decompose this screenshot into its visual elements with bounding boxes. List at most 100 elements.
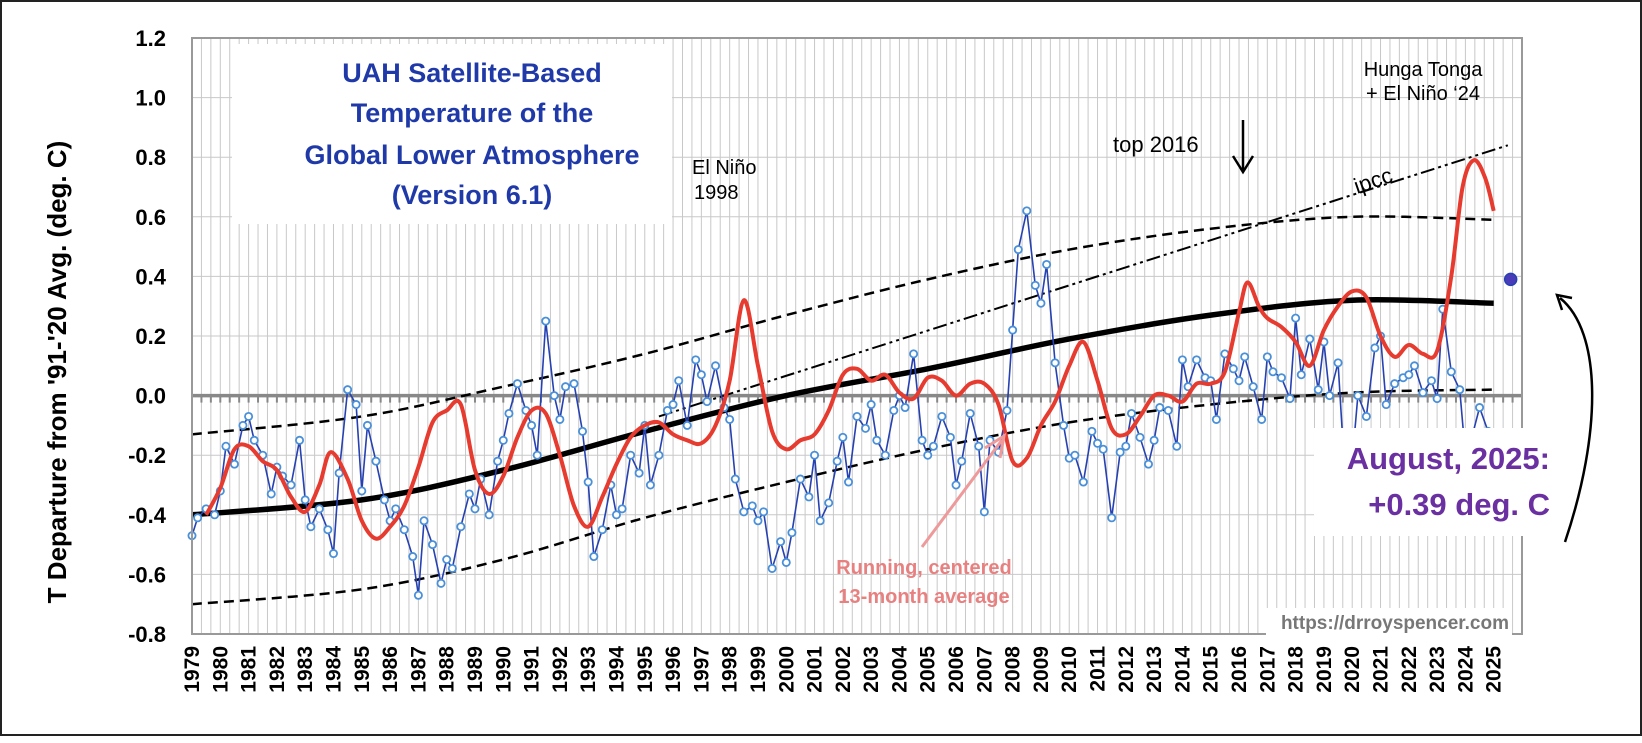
data-point xyxy=(300,495,310,505)
x-tick-label: 2002 xyxy=(832,646,855,693)
x-tick-label: 2003 xyxy=(860,646,883,693)
data-point xyxy=(484,510,494,520)
ipcc-label: ipcc xyxy=(1350,162,1395,198)
data-point xyxy=(399,525,409,535)
x-tick-label: 2009 xyxy=(1030,646,1053,693)
plot-area-frame xyxy=(191,37,1523,635)
data-point xyxy=(711,361,721,371)
data-point xyxy=(795,474,805,484)
data-point xyxy=(1008,325,1018,335)
y-tick-label: -0.2 xyxy=(128,443,166,468)
trend-curve-ipcc xyxy=(658,144,1509,418)
data-point xyxy=(965,408,975,418)
data-point xyxy=(1059,420,1069,430)
data-point xyxy=(541,316,551,326)
data-point xyxy=(379,495,389,505)
x-tick-label: 1987 xyxy=(407,646,430,693)
data-point xyxy=(1211,414,1221,424)
y-tick-label: -0.4 xyxy=(128,503,167,528)
data-point xyxy=(1002,405,1012,415)
el-nino-1998-label-2: 1998 xyxy=(694,182,739,204)
x-tick-label: 1981 xyxy=(238,646,261,693)
data-point xyxy=(776,537,786,547)
running-average-pointer xyxy=(920,432,1007,548)
data-point xyxy=(1432,394,1442,404)
x-tick-label: 2005 xyxy=(917,646,940,693)
title-line-3: Global Lower Atmosphere xyxy=(304,140,639,170)
data-point xyxy=(739,507,749,517)
data-point xyxy=(725,414,735,424)
top-2016-arrow xyxy=(1231,120,1255,175)
x-tick-label: 2022 xyxy=(1398,646,1421,693)
y-tick-label: 0.8 xyxy=(135,145,166,170)
data-point xyxy=(928,441,938,451)
running-average-label-1: Running, centered xyxy=(836,557,1012,579)
trend-curve-fit xyxy=(191,296,1494,518)
data-point xyxy=(527,420,537,430)
credit-url: https://drroyspencer.com xyxy=(1281,613,1509,634)
data-point xyxy=(702,397,712,407)
data-point xyxy=(824,498,834,508)
data-point xyxy=(832,456,842,466)
data-point xyxy=(555,414,565,424)
data-point xyxy=(662,405,672,415)
data-point xyxy=(1093,438,1103,448)
x-tick-label: 2021 xyxy=(1370,646,1393,693)
x-tick-label: 2010 xyxy=(1058,646,1081,693)
x-tick-label: 2025 xyxy=(1483,646,1506,693)
y-tick-label: 1.0 xyxy=(135,86,166,111)
data-point xyxy=(1022,206,1032,216)
latest-data-point xyxy=(1503,272,1518,287)
data-point xyxy=(532,450,542,460)
x-tick-label: 1999 xyxy=(747,646,770,693)
x-tick-label: 2011 xyxy=(1087,646,1110,692)
data-point xyxy=(1050,358,1060,368)
data-point xyxy=(866,400,876,410)
data-point xyxy=(1455,385,1465,395)
x-tick-label: 2008 xyxy=(1002,646,1025,693)
data-point xyxy=(1291,313,1301,323)
data-point xyxy=(872,435,882,445)
data-point xyxy=(1475,403,1485,413)
x-tick-label: 1989 xyxy=(464,646,487,693)
data-point xyxy=(611,510,621,520)
data-point xyxy=(578,426,588,436)
data-point xyxy=(306,522,316,532)
data-point xyxy=(249,435,259,445)
data-point xyxy=(1098,444,1108,454)
y-tick-label: 0.4 xyxy=(135,264,166,289)
x-tick-label: 1993 xyxy=(577,646,600,693)
data-point xyxy=(597,525,607,535)
data-point xyxy=(229,459,239,469)
x-tick-label: 1979 xyxy=(181,646,204,693)
data-point xyxy=(193,513,203,523)
x-tick-label: 1998 xyxy=(719,646,742,693)
data-point xyxy=(244,411,254,421)
data-point xyxy=(1143,459,1153,469)
title-line-4: (Version 6.1) xyxy=(392,180,553,210)
chart-title: UAH Satellite-Based Temperature of the G… xyxy=(232,44,672,224)
data-point xyxy=(1163,405,1173,415)
callout-line-1: August, 2025: xyxy=(1347,441,1550,476)
x-tick-label: 2007 xyxy=(973,646,996,693)
data-point xyxy=(1325,391,1335,401)
x-tick-label: 1994 xyxy=(605,646,628,693)
data-point xyxy=(1107,513,1117,523)
data-point xyxy=(1446,367,1456,377)
data-point xyxy=(413,590,423,600)
x-tick-label: 1988 xyxy=(436,646,459,693)
data-point xyxy=(860,423,870,433)
data-point xyxy=(1240,352,1250,362)
x-tick-label: 1997 xyxy=(690,646,713,693)
data-point xyxy=(428,540,438,550)
data-point xyxy=(781,557,791,567)
x-tick-label: 1986 xyxy=(379,646,402,693)
data-point xyxy=(210,510,220,520)
data-point xyxy=(889,405,899,415)
data-point xyxy=(1361,411,1371,421)
x-tick-label: 1982 xyxy=(266,646,289,693)
data-point xyxy=(923,450,933,460)
data-point xyxy=(668,400,678,410)
y-tick-label: 0.2 xyxy=(135,324,166,349)
